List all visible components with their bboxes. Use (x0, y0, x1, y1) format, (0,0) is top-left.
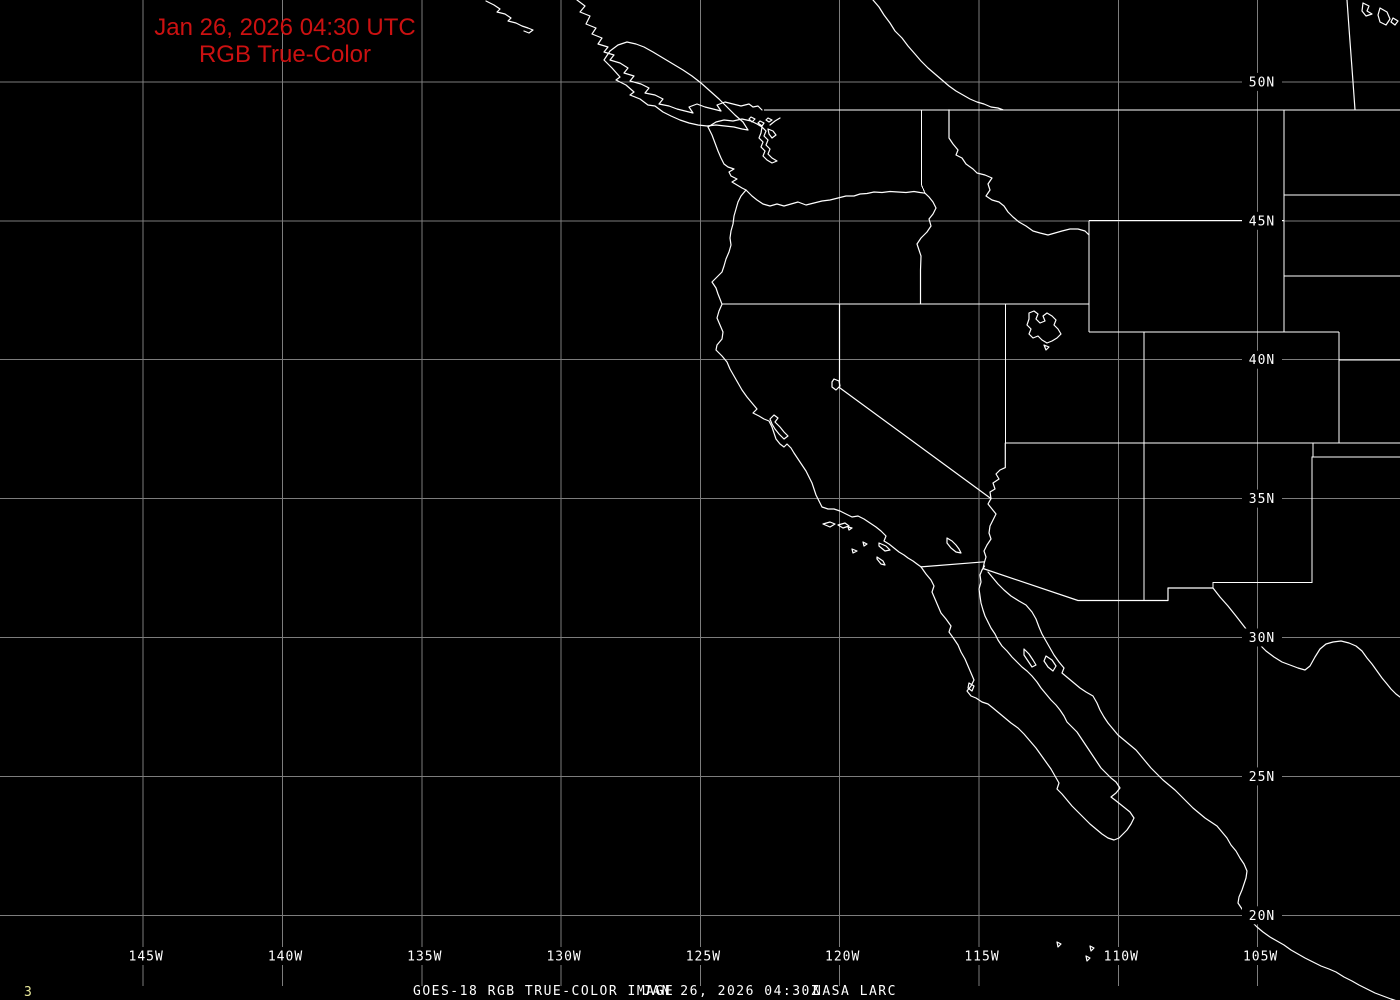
border-sk-mb (1346, 0, 1356, 111)
coastline-gulf-islands (967, 648, 1057, 692)
coastline-puget-sound (707, 117, 781, 164)
title-timestamp: Jan 26, 2026 04:30 UTC (154, 14, 416, 41)
caption-product: GOES-18 RGB TRUE-COLOR IMAGE (413, 984, 675, 999)
lon-label-backing (1101, 947, 1142, 965)
lat-label: 30N (1249, 631, 1275, 646)
caption-datetime: JAN 26, 2026 04:30Z (643, 984, 821, 999)
coastline-baja-california (920, 565, 1135, 841)
lat-label-backing (1242, 628, 1282, 647)
lat-label-backing (1242, 72, 1282, 91)
lon-label: 125W (686, 950, 721, 965)
lon-label: 115W (964, 950, 999, 965)
border-wa-or-columbia-river (745, 189, 926, 207)
lat-label-backing (1242, 489, 1282, 508)
border-nv-az-colorado-river (989, 442, 1006, 500)
lon-label: 105W (1243, 950, 1278, 965)
border-or-id-snake-river (916, 192, 937, 305)
border-id-mt (948, 109, 1090, 236)
coastline-bc-islands (485, 0, 534, 34)
lon-label: 130W (546, 950, 581, 965)
border-nm-ok-tx (1212, 443, 1400, 588)
lon-label-backing (683, 947, 724, 965)
lake-salton-sea (946, 537, 962, 554)
coastline-revillagigedo-islands (1056, 941, 1095, 962)
lon-label: 140W (268, 950, 303, 965)
lon-label: 110W (1104, 950, 1139, 965)
lake-great-salt-lake (1026, 310, 1062, 351)
lon-label: 120W (825, 950, 860, 965)
lon-label-backing (404, 947, 445, 965)
frame-number: 3 (24, 985, 32, 1000)
title-product: RGB True-Color (198, 41, 372, 68)
lat-label: 35N (1249, 492, 1275, 507)
lake-tahoe (831, 378, 841, 391)
coastline-washington (707, 126, 747, 191)
map-outlines (485, 0, 1400, 1000)
lat-label-backing (1242, 350, 1282, 369)
lat-label: 20N (1249, 909, 1275, 924)
coastline-channel-islands (822, 521, 891, 566)
image-title: Jan 26, 2026 04:30 UTC RGB True-Color (154, 14, 416, 68)
caption-credit: NASA LARC (813, 984, 897, 999)
coastline-san-francisco-bay (769, 414, 789, 440)
lon-label: 135W (407, 950, 442, 965)
lakes-manitoba (1361, 2, 1399, 26)
lat-label-backing (1242, 906, 1282, 925)
lat-label: 50N (1249, 75, 1275, 90)
lon-label-backing (962, 947, 1002, 965)
lat-label: 45N (1249, 214, 1275, 229)
border-ca-nv (838, 303, 992, 500)
grid-labels: 145W 140W 135W 130W 125W 120W 115W 110W 105W 50N 4… (126, 72, 1282, 965)
border-bc-alberta (872, 0, 1004, 111)
lon-label-backing (1240, 947, 1281, 965)
border-us-mexico (920, 561, 1214, 602)
lon-label-backing (126, 947, 167, 965)
coastline-vancouver-island (603, 41, 749, 131)
coastline-oregon (711, 189, 747, 305)
lon-label-backing (544, 947, 585, 965)
lon-label: 145W (129, 950, 164, 965)
lat-label-backing (1242, 211, 1282, 230)
border-wa-id (921, 109, 926, 194)
lat-label-backing (1242, 767, 1282, 786)
coastline-mexico-mainland (987, 571, 1396, 1000)
lat-label: 40N (1249, 353, 1275, 368)
border-ca-az-colorado-river (983, 498, 997, 563)
lon-label-backing (822, 947, 863, 965)
lat-label: 25N (1249, 770, 1275, 785)
lon-label-backing (265, 947, 306, 965)
coastline-california (715, 303, 922, 568)
coastline-bc-mainland (576, 0, 763, 114)
